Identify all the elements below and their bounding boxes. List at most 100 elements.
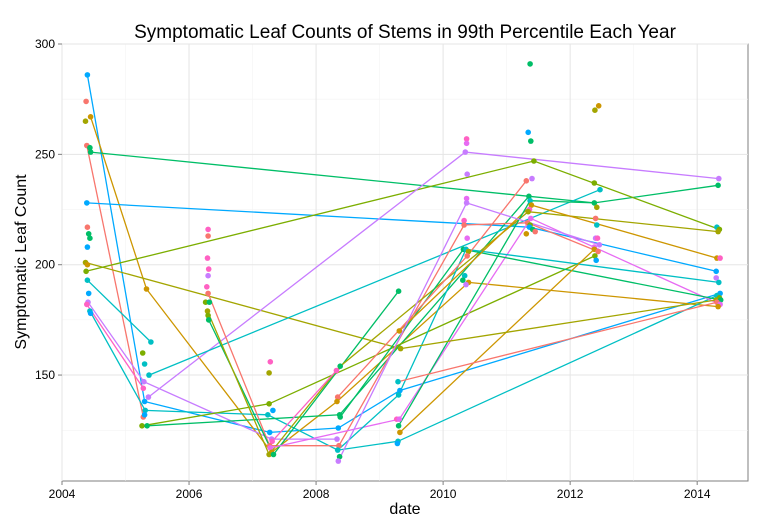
data-point — [87, 149, 94, 155]
series-line — [270, 217, 721, 449]
data-point — [143, 286, 150, 292]
data-point — [464, 171, 471, 177]
data-point — [141, 378, 147, 385]
data-point — [266, 401, 272, 407]
data-point — [528, 215, 534, 222]
series-line — [397, 301, 718, 383]
data-point — [139, 423, 145, 429]
data-point — [141, 412, 148, 418]
data-point — [394, 440, 401, 447]
data-point — [82, 118, 89, 124]
data-point — [395, 392, 402, 398]
data-point — [337, 363, 344, 370]
data-point — [462, 149, 469, 155]
data-point — [532, 228, 538, 235]
x-axis-title: date — [389, 501, 420, 518]
chart-title: Symptomatic Leaf Counts of Stems in 99th… — [134, 22, 676, 43]
data-point — [525, 129, 531, 136]
data-point — [85, 231, 92, 237]
data-point — [463, 281, 469, 288]
data-point — [593, 257, 599, 264]
data-point — [204, 255, 211, 261]
data-point — [84, 244, 91, 250]
series-line — [86, 74, 721, 434]
series-line — [89, 295, 718, 451]
data-point — [461, 222, 467, 228]
y-tick-label: 150 — [35, 368, 55, 382]
data-point — [395, 288, 402, 295]
data-point — [716, 175, 722, 182]
data-point — [523, 178, 530, 184]
series-line — [399, 248, 595, 433]
series-line — [400, 299, 717, 350]
series-line — [86, 145, 144, 418]
data-point — [529, 175, 535, 182]
data-point — [267, 445, 274, 451]
data-point — [531, 158, 537, 164]
data-point — [525, 208, 531, 215]
data-point — [266, 429, 273, 436]
data-point — [265, 412, 271, 418]
data-point — [146, 372, 152, 378]
data-point — [270, 407, 276, 414]
data-point — [592, 253, 598, 259]
data-point — [335, 458, 342, 464]
data-point — [336, 453, 343, 460]
y-axis-title: Symptomatic Leaf Count — [13, 174, 30, 350]
data-point — [84, 224, 91, 230]
data-point — [334, 447, 341, 453]
y-tick-label: 300 — [35, 37, 55, 51]
data-point — [83, 268, 89, 275]
data-point — [205, 226, 211, 233]
x-tick-label: 2010 — [430, 487, 457, 501]
data-point — [141, 361, 148, 367]
data-point — [713, 268, 719, 275]
data-point — [715, 303, 721, 310]
data-point — [463, 200, 470, 206]
data-point — [395, 423, 402, 429]
data-point — [84, 261, 91, 268]
data-point — [527, 61, 533, 67]
data-point — [269, 438, 276, 445]
data-point — [715, 228, 721, 235]
data-points — [82, 61, 724, 464]
data-point — [84, 200, 90, 206]
data-point — [397, 387, 403, 394]
data-point — [337, 414, 344, 420]
data-point — [527, 197, 533, 204]
data-point — [595, 103, 602, 109]
data-point — [716, 279, 722, 286]
data-point — [461, 272, 468, 279]
x-tick-label: 2004 — [49, 487, 76, 501]
x-tick-label: 2008 — [303, 487, 330, 501]
data-point — [205, 266, 212, 272]
data-point — [205, 317, 212, 323]
data-point — [335, 425, 342, 431]
data-point — [715, 182, 721, 189]
x-tick-label: 2012 — [557, 487, 584, 501]
data-point — [205, 312, 211, 319]
data-point — [334, 398, 340, 405]
data-point — [84, 277, 91, 284]
series-line — [89, 116, 719, 454]
data-point — [463, 140, 470, 147]
series-line — [337, 248, 719, 451]
data-point — [463, 136, 470, 142]
data-point — [594, 222, 600, 228]
data-point — [592, 215, 599, 222]
data-point — [464, 253, 471, 259]
data-point — [396, 328, 403, 334]
data-point — [523, 231, 530, 237]
data-point — [333, 367, 340, 374]
data-point — [465, 248, 472, 255]
data-point — [206, 299, 213, 306]
data-point — [204, 284, 210, 290]
data-point — [141, 398, 148, 405]
data-point — [334, 436, 340, 442]
x-tick-label: 2006 — [176, 487, 203, 501]
y-tick-label: 250 — [35, 147, 55, 161]
data-point — [204, 308, 211, 314]
series-line — [86, 304, 144, 389]
series-line — [86, 279, 152, 343]
data-point — [83, 98, 89, 105]
